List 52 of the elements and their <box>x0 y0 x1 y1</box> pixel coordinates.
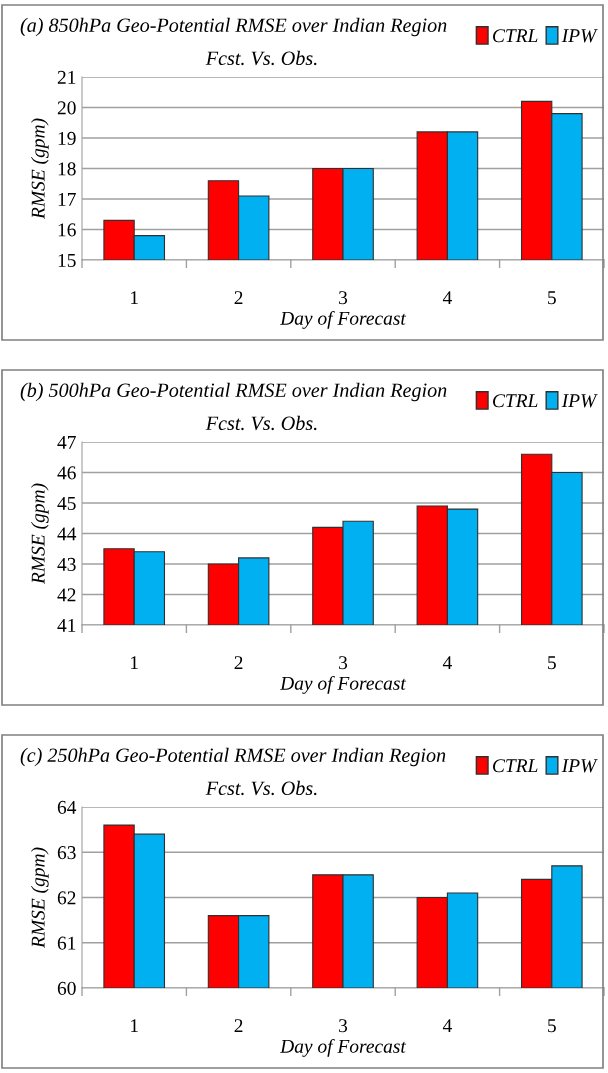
y-tick-label: 16 <box>58 223 76 237</box>
x-tick-label: 4 <box>442 656 452 670</box>
x-tick-label: 5 <box>548 291 556 305</box>
chart-title: (a) 850hPa Geo-Potential RMSE over Indian Region <box>20 17 447 37</box>
legend-label: IPW <box>561 29 598 43</box>
x-tick-label: 1 <box>131 656 138 670</box>
x-axis-title: Day of Forecast <box>279 675 407 694</box>
legend-label: CTRL <box>493 29 538 43</box>
x-tick-label: 2 <box>234 291 243 305</box>
y-tick-label: 46 <box>57 466 76 480</box>
legend-label: CTRL <box>493 759 538 773</box>
chart-subtitle: Fcst. Vs. Obs. <box>205 50 317 66</box>
x-axis-title: Day of Forecast <box>279 310 407 329</box>
y-tick-label: 62 <box>57 891 76 905</box>
x-tick-label: 1 <box>131 1019 138 1033</box>
y-axis-title: RMSE (gpm) <box>31 118 49 220</box>
legend-label: IPW <box>561 394 598 408</box>
y-tick-label: 47 <box>57 435 76 449</box>
y-tick-label: 61 <box>57 936 76 950</box>
y-tick-label: 15 <box>58 253 76 267</box>
y-tick-label: 63 <box>57 846 76 860</box>
x-tick-label: 2 <box>234 1019 243 1033</box>
x-tick-label: 3 <box>339 656 348 670</box>
x-tick-label: 4 <box>442 1019 452 1033</box>
y-tick-label: 20 <box>57 101 76 115</box>
y-tick-label: 17 <box>58 192 76 206</box>
legend-label: CTRL <box>493 394 538 408</box>
y-tick-label: 41 <box>57 618 76 632</box>
x-tick-label: 5 <box>548 656 556 670</box>
y-tick-label: 21 <box>57 70 76 84</box>
y-tick-label: 44 <box>57 527 77 541</box>
x-tick-label: 4 <box>442 291 452 305</box>
x-tick-label: 2 <box>234 656 243 670</box>
y-tick-label: 64 <box>57 800 77 814</box>
y-tick-label: 45 <box>57 496 76 510</box>
x-tick-label: 3 <box>339 291 348 305</box>
y-axis-title: RMSE (gpm) <box>31 483 49 585</box>
legend-label: IPW <box>561 759 598 773</box>
y-axis-title: RMSE (gpm) <box>31 847 49 949</box>
x-tick-label: 3 <box>339 1019 348 1033</box>
chart-title: (c) 250hPa Geo-Potential RMSE over Indian Region <box>20 747 446 767</box>
chart-title: (b) 500hPa Geo-Potential RMSE over Indian Region <box>20 382 447 402</box>
y-tick-label: 19 <box>58 131 76 145</box>
chart-subtitle: Fcst. Vs. Obs. <box>205 415 317 431</box>
y-tick-label: 60 <box>57 981 76 995</box>
x-axis-title: Day of Forecast <box>279 1038 407 1057</box>
y-tick-label: 42 <box>57 588 76 602</box>
y-tick-label: 43 <box>57 557 76 571</box>
x-tick-label: 5 <box>548 1019 556 1033</box>
chart-subtitle: Fcst. Vs. Obs. <box>205 780 317 796</box>
x-tick-label: 1 <box>131 291 138 305</box>
y-tick-label: 18 <box>58 162 76 176</box>
